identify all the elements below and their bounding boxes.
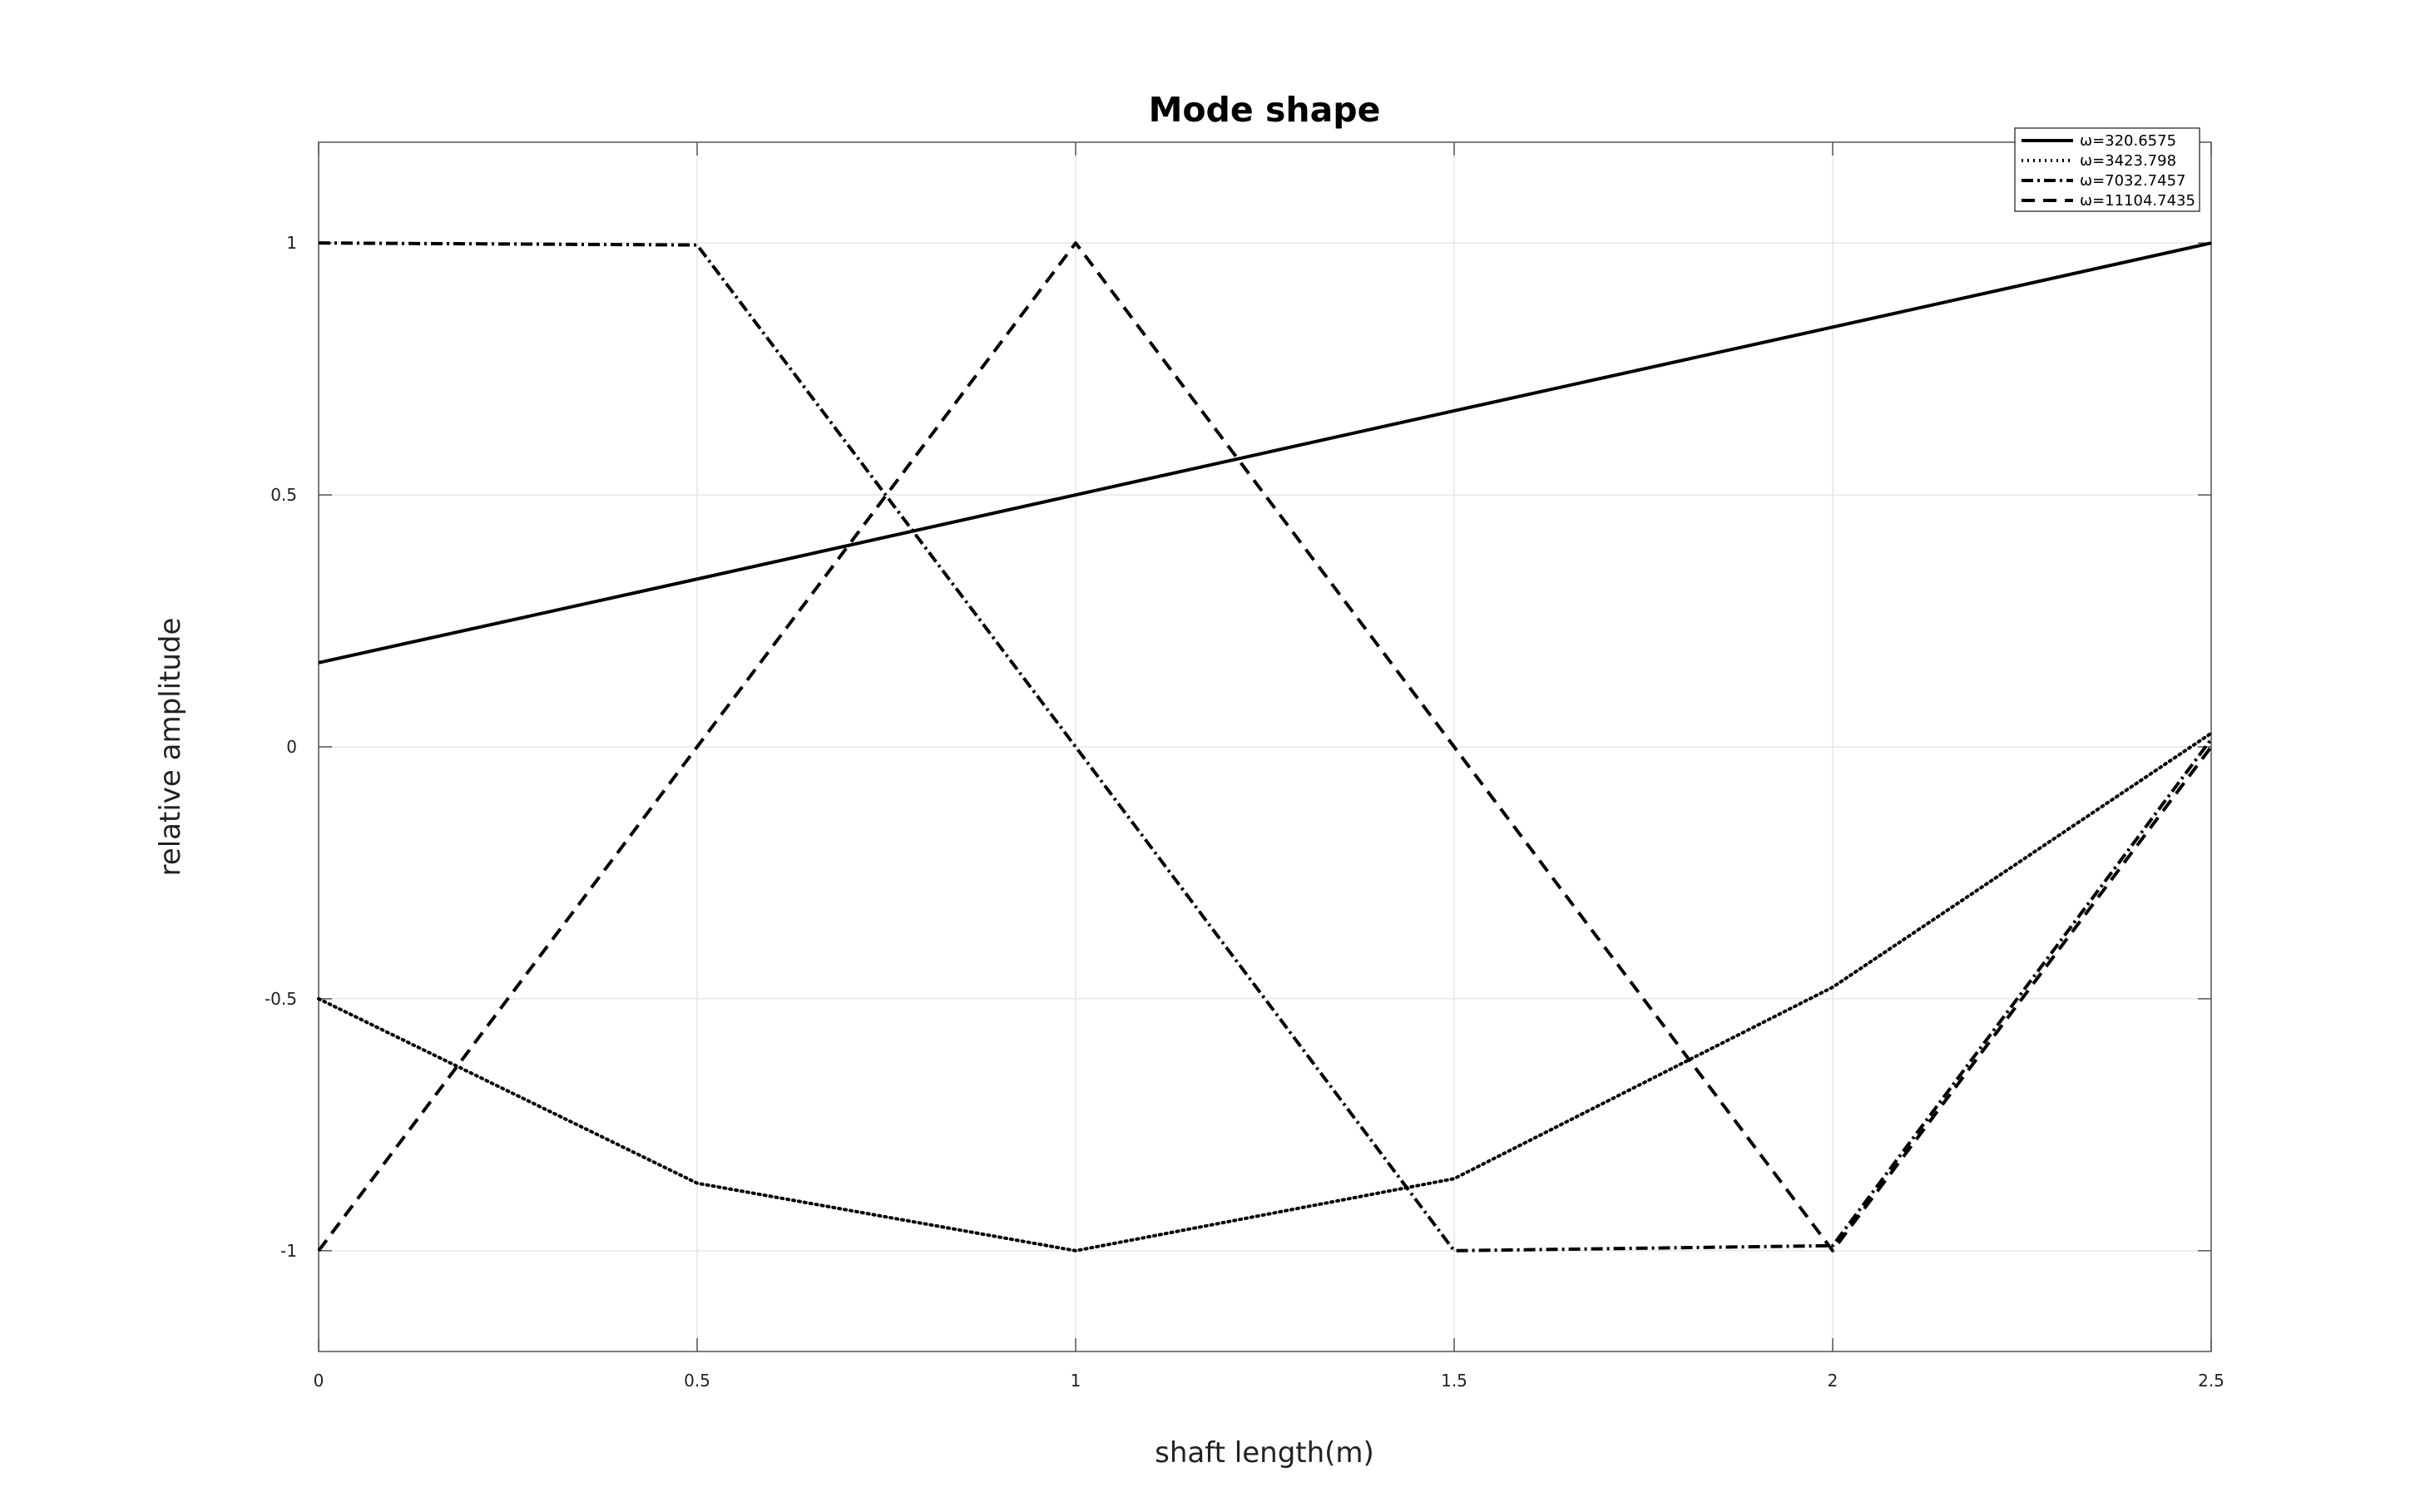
series-1-point [1832, 326, 1834, 328]
series-4-point [1453, 746, 1455, 748]
series-4-point [1832, 1250, 1834, 1252]
y-axis-label: relative amplitude [154, 618, 187, 877]
series-2-point [1832, 986, 1834, 988]
y-tick-label: -1 [280, 1241, 297, 1261]
x-tick-label: 0 [314, 1371, 324, 1391]
x-tick-label: 1.5 [1441, 1371, 1467, 1391]
x-axis-label: shaft length(m) [1155, 1436, 1374, 1470]
series-line-2 [317, 731, 2213, 1253]
y-tick-label: 0.5 [270, 485, 297, 505]
series-1-point [1453, 410, 1455, 412]
series-4-point [696, 746, 698, 748]
y-tick-label: -0.5 [265, 989, 297, 1009]
legend-entry: ω=11104.7435 [2080, 192, 2195, 210]
series-4-point [2210, 746, 2212, 748]
series-lines [317, 241, 2213, 1253]
series-line-4 [317, 241, 2213, 1253]
series-line-1 [318, 241, 2212, 665]
x-tick-label: 0.5 [684, 1371, 710, 1391]
series-1-point [2210, 242, 2212, 244]
series-2-point [1453, 1178, 1455, 1179]
series-2-point [2210, 733, 2212, 734]
legend-entry: ω=3423.798 [2080, 152, 2176, 170]
x-tick-label: 1 [1071, 1371, 1081, 1391]
legend: ω=320.6575 ω=3423.798 ω=7032.7457 ω=11104.7… [2014, 127, 2200, 212]
axis-ticks: 0 0.5 1 1.5 2 2.5 -1 -0.5 0 0.5 1 [265, 142, 2225, 1391]
series-line-3 [318, 241, 2213, 1253]
series-3-point [1453, 1250, 1455, 1252]
x-tick-label: 2.5 [2198, 1371, 2225, 1391]
series-1-point [696, 578, 698, 580]
legend-entry: ω=7032.7457 [2080, 172, 2186, 190]
y-tick-label: 0 [286, 737, 297, 757]
legend-entry: ω=320.6575 [2080, 132, 2176, 150]
chart-title: Mode shape [1149, 90, 1381, 130]
x-tick-label: 2 [1828, 1371, 1839, 1391]
y-tick-label: 1 [286, 233, 297, 253]
series-3-point [1832, 1245, 1834, 1247]
